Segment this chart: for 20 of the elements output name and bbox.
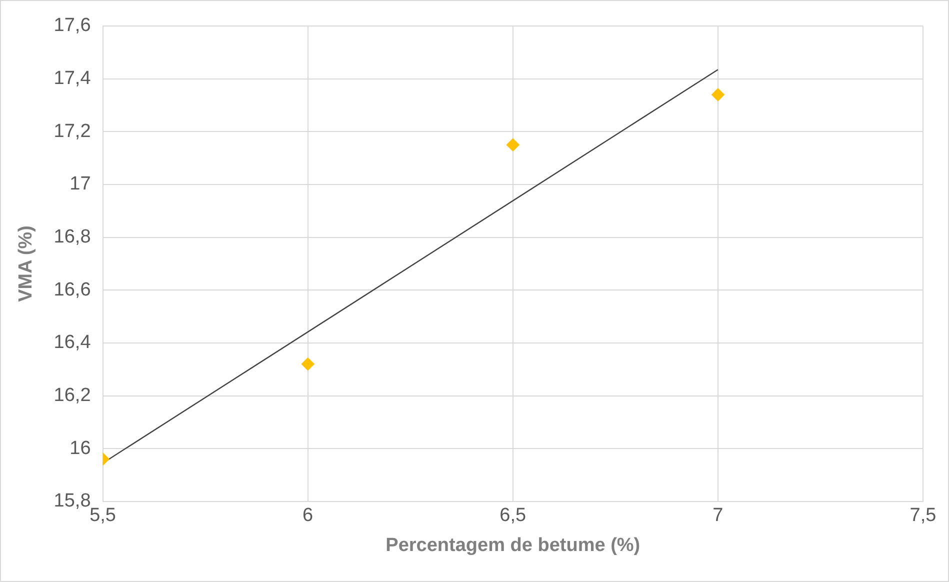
x-tick-label: 7,5 [910,505,936,526]
y-tick-label: 17,4 [54,68,92,90]
y-tick-label: 17,2 [54,120,91,142]
y-tick-label: 16,4 [54,332,92,354]
x-axis-title: Percentagem de betume (%) [386,534,640,556]
y-tick-label: 17,6 [54,15,91,36]
x-tick-label: 5,5 [90,505,116,526]
y-tick-label: 16,2 [54,384,91,406]
y-tick-label: 16,8 [54,226,91,248]
y-tick-label: 16,6 [54,279,91,300]
x-tick-label: 7 [712,505,724,526]
x-tick-label: 6,5 [500,505,526,526]
point [711,88,724,102]
y-tick-label: 16 [70,438,91,459]
y-axis-title: VMA (%) [16,226,37,302]
x-tick-label: 6 [302,505,314,526]
y-tick-label: 17 [70,174,91,195]
point [506,138,520,152]
y-tick-label: 15,8 [54,490,91,512]
point [301,358,314,371]
